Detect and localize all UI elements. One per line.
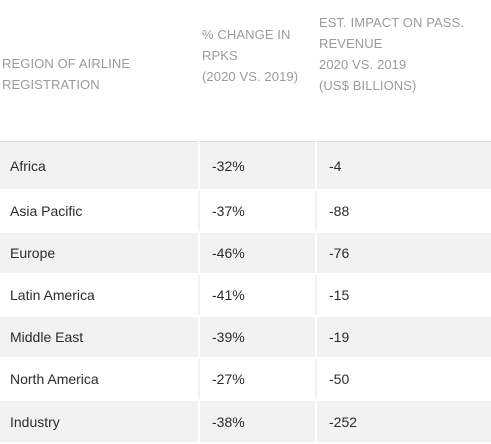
cell-region: Industry (0, 400, 199, 444)
table-row: Asia Pacific -37% -88 (0, 190, 491, 233)
table-row: Middle East -39% -19 (0, 316, 491, 359)
cell-revenue-impact: -15 (316, 274, 491, 317)
header-region-line: REGION OF AIRLINE (2, 55, 131, 71)
header-row: REGION OF AIRLINE REGISTRATION % CHANGE … (0, 0, 491, 142)
cell-region: North America (0, 358, 199, 401)
table-row: Industry -38% -252 (0, 400, 491, 444)
table-row: Africa -32% -4 (0, 141, 491, 191)
table-body: Africa -32% -4 Asia Pacific -37% -88 Eur… (0, 141, 491, 444)
header-revenue-line: 2020 VS. 2019 (319, 57, 407, 72)
cell-revenue-impact: -4 (316, 141, 491, 191)
table-row: Latin America -41% -15 (0, 274, 491, 317)
cell-rpk-change: -37% (198, 190, 317, 233)
cell-region: Europe (0, 232, 199, 275)
header-revenue-line: REVENUE (319, 36, 383, 51)
cell-rpk-change: -32% (198, 141, 317, 191)
header-rpk-line: (2020 VS. 2019) (202, 69, 299, 84)
header-rpk-line: % CHANGE IN (202, 27, 291, 42)
header-revenue-line: EST. IMPACT ON PASS. (319, 15, 465, 30)
cell-revenue-impact: -19 (316, 316, 491, 359)
cell-revenue-impact: -50 (316, 358, 491, 401)
cell-rpk-change: -41% (198, 274, 317, 317)
table-row: North America -27% -50 (0, 358, 491, 401)
header-revenue-impact: EST. IMPACT ON PASS. REVENUE 2020 VS. 20… (316, 0, 491, 142)
cell-revenue-impact: -252 (316, 400, 491, 444)
cell-rpk-change: -38% (198, 400, 317, 444)
cell-rpk-change: -27% (198, 358, 317, 401)
cell-region: Africa (0, 141, 199, 191)
table-header: REGION OF AIRLINE REGISTRATION % CHANGE … (0, 0, 491, 142)
header-rpk-change: % CHANGE IN RPKS (2020 VS. 2019) (199, 0, 316, 142)
header-rpk-line: RPKS (202, 48, 238, 63)
cell-revenue-impact: -76 (316, 232, 491, 275)
cell-region: Latin America (0, 274, 199, 317)
cell-rpk-change: -39% (198, 316, 317, 359)
cell-region: Middle East (0, 316, 199, 359)
header-region-line: REGISTRATION (2, 76, 100, 92)
header-revenue-line: (US$ BILLIONS) (319, 78, 417, 93)
header-region: REGION OF AIRLINE REGISTRATION (0, 0, 199, 142)
table-row: Europe -46% -76 (0, 232, 491, 275)
cell-rpk-change: -46% (198, 232, 317, 275)
cell-revenue-impact: -88 (316, 190, 491, 233)
cell-region: Asia Pacific (0, 190, 199, 233)
